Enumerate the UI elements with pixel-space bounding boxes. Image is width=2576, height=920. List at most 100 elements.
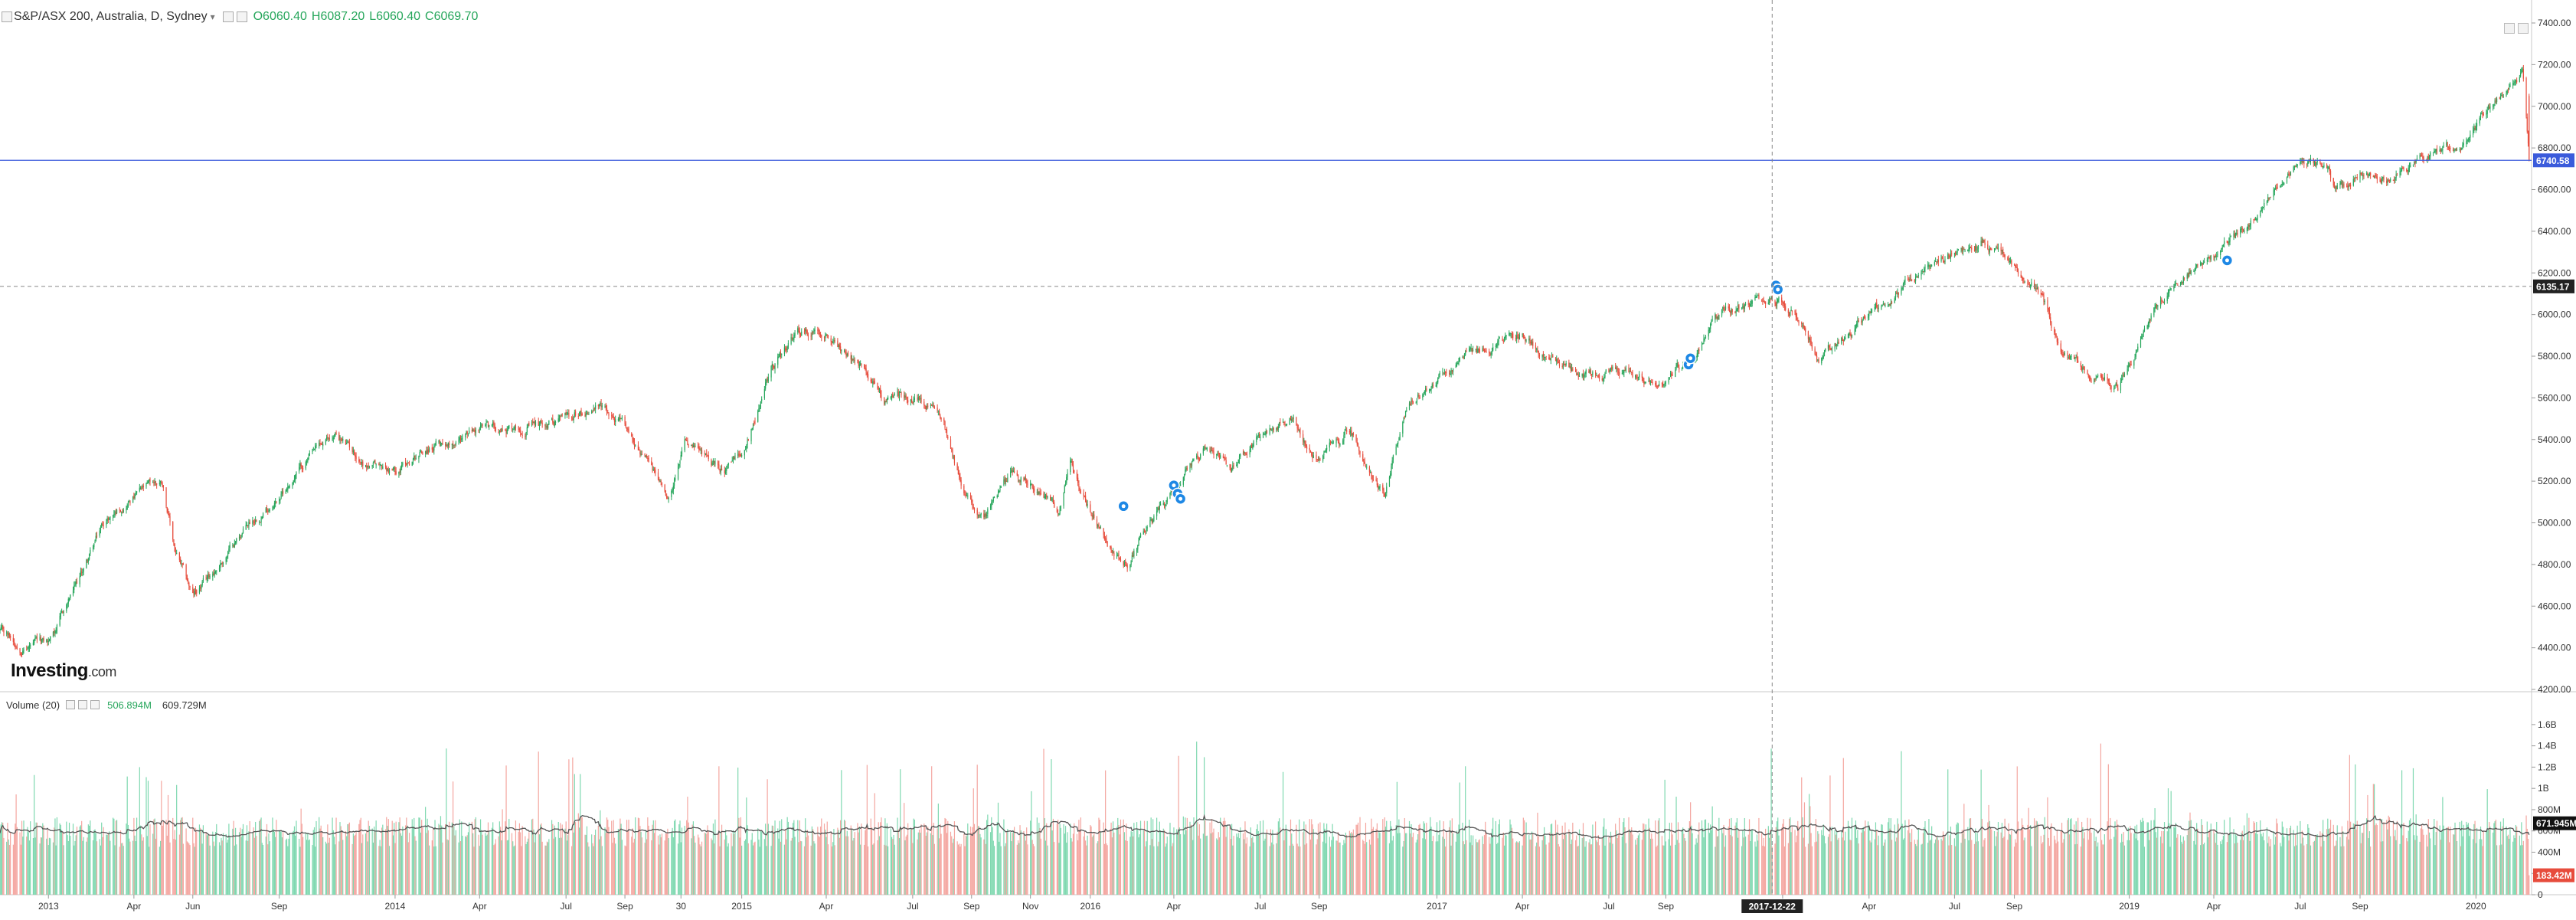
candle xyxy=(528,421,529,427)
candle-body xyxy=(873,381,874,382)
volume-bar xyxy=(2100,744,2101,895)
candle-body xyxy=(553,423,554,426)
candle-body xyxy=(42,638,43,640)
volume-bar xyxy=(998,803,999,895)
candle-body xyxy=(1236,465,1237,467)
candle-body xyxy=(687,440,688,445)
candle-body xyxy=(1216,454,1217,455)
volume-bar xyxy=(2083,838,2084,895)
candle-body xyxy=(1250,445,1251,450)
candle-body xyxy=(480,426,481,427)
candle-body xyxy=(1086,501,1087,506)
candle xyxy=(1286,424,1287,426)
candle xyxy=(388,467,389,473)
candle xyxy=(1256,434,1257,446)
candle xyxy=(1266,428,1267,437)
candle-body xyxy=(1272,427,1273,431)
volume-bar xyxy=(872,845,873,895)
volume-bar xyxy=(2436,832,2437,895)
candle-body xyxy=(961,480,962,486)
candle xyxy=(41,639,42,644)
candle-body xyxy=(558,418,559,421)
candle xyxy=(299,460,300,470)
candle-body xyxy=(704,453,705,454)
volume-bar xyxy=(109,831,110,895)
candle-body xyxy=(535,422,536,426)
volume-bar xyxy=(991,817,992,895)
volume-bar xyxy=(1303,821,1304,895)
candle-body xyxy=(718,464,719,468)
candle xyxy=(253,520,254,525)
volume-bar xyxy=(354,836,355,895)
candle xyxy=(639,450,640,458)
candle-body xyxy=(1047,496,1048,498)
candle xyxy=(107,516,108,524)
volume-bar xyxy=(2144,846,2145,895)
candle xyxy=(931,404,932,406)
candle-body xyxy=(1139,536,1140,540)
candle xyxy=(418,456,419,463)
candle xyxy=(272,506,273,510)
volume-bar xyxy=(1635,840,1636,895)
candle xyxy=(366,463,367,471)
volume-bar xyxy=(346,837,347,895)
volume-bar xyxy=(1463,841,1464,895)
candle xyxy=(1362,451,1363,462)
candle xyxy=(1125,559,1126,567)
candle-body xyxy=(1057,508,1058,512)
volume-bar xyxy=(268,833,269,895)
volume-bar xyxy=(1503,833,1504,895)
candle xyxy=(212,571,213,581)
volume-bar xyxy=(873,843,874,895)
volume-bar xyxy=(1722,833,1723,895)
candle xyxy=(1284,421,1285,427)
candle-body xyxy=(294,479,295,482)
candle xyxy=(774,363,775,373)
volume-bar xyxy=(392,821,393,895)
volume-bar xyxy=(1876,830,1877,895)
candle xyxy=(841,349,842,355)
candle xyxy=(1211,447,1212,451)
candle-body xyxy=(289,486,290,487)
volume-bar xyxy=(1311,819,1312,895)
candle xyxy=(192,584,193,594)
volume-bar xyxy=(2084,832,2085,895)
candle xyxy=(815,326,816,334)
candle xyxy=(746,444,747,453)
volume-bar xyxy=(2064,833,2065,895)
volume-bar xyxy=(425,807,426,895)
volume-bar xyxy=(1522,846,1523,895)
volume-bar xyxy=(588,846,589,895)
candle-body xyxy=(1163,503,1164,505)
volume-bar xyxy=(1958,823,1959,895)
candle-body xyxy=(326,437,327,440)
volume-bar xyxy=(2362,833,2363,895)
candle-body xyxy=(100,527,101,530)
candle xyxy=(1264,431,1265,436)
volume-bar xyxy=(2287,834,2288,895)
volume-bar xyxy=(2488,830,2489,895)
volume-bar xyxy=(2263,833,2264,895)
volume-bar xyxy=(74,841,75,895)
volume-bar xyxy=(1974,844,1975,895)
candle xyxy=(185,564,186,580)
candle xyxy=(898,389,899,398)
volume-bar xyxy=(1817,831,1818,895)
candle xyxy=(619,414,620,423)
candle xyxy=(313,447,314,450)
candle xyxy=(582,412,583,415)
candle-body xyxy=(1273,428,1274,431)
candle-body xyxy=(1038,492,1039,495)
candle-body xyxy=(388,469,389,473)
volume-bar xyxy=(760,830,761,895)
volume-bar xyxy=(396,822,397,895)
candle-body xyxy=(532,421,533,423)
candle xyxy=(365,465,366,467)
candle xyxy=(930,403,931,408)
candle xyxy=(578,413,579,419)
volume-bar xyxy=(1112,837,1113,895)
candle xyxy=(1355,434,1356,443)
candle xyxy=(1325,450,1326,453)
